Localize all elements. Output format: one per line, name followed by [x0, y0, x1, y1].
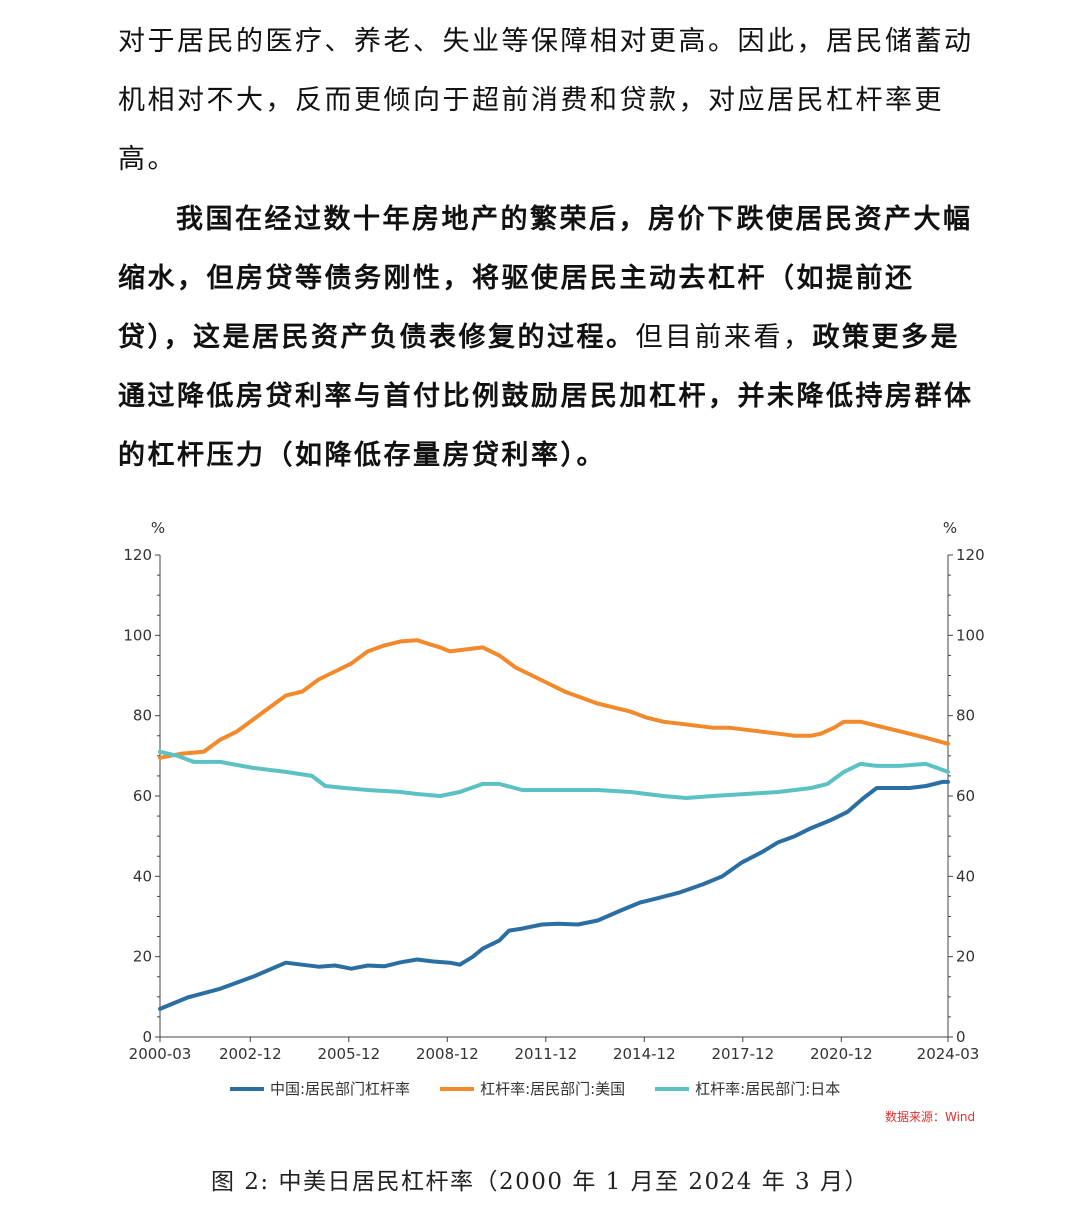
left-y-tick-label: 20 [133, 948, 152, 966]
right-y-tick-label: 40 [956, 867, 975, 885]
paragraph-2-normal-part: 但目前来看， [635, 322, 813, 353]
x-tick-label: 2024-03 [917, 1045, 980, 1063]
x-tick-label: 2011-12 [514, 1045, 577, 1063]
legend-label-china: 中国:居民部门杠杆率 [270, 1080, 411, 1098]
figure-caption: 图 2: 中美日居民杠杆率（2000 年 1 月至 2024 年 3 月） [210, 1169, 869, 1195]
right-y-tick-label: 120 [956, 546, 985, 564]
x-tick-label: 2014-12 [613, 1045, 676, 1063]
x-tick-label: 2002-12 [219, 1045, 282, 1063]
paragraph-2-bold-part-1: 我国在经过数十年房地产的繁荣后，房价下跌使居民资产大幅缩水，但房贷等债务刚性，将… [118, 204, 973, 353]
x-tick-label: 2005-12 [317, 1045, 380, 1063]
data-source-note: 数据来源：Wind [885, 1110, 976, 1124]
legend-item-japan: 杠杆率:居民部门:日本 [655, 1078, 840, 1099]
x-tick-label: 2008-12 [416, 1045, 479, 1063]
paragraph-2-bold-part-2: 政策更多是通过降低房贷利率与首付比例鼓励居民加杠杆，并未降低持房群体的杠杆压力（… [118, 322, 974, 471]
legend-swatch-japan [655, 1086, 690, 1091]
legend-swatch-china [230, 1086, 264, 1091]
legend-label-japan: 杠杆率:居民部门:日本 [695, 1080, 841, 1098]
leverage-line-chart: % % 0 0 20 20 40 40 60 60 80 80 100 100 120 120 2000-03 2… [123, 519, 985, 1063]
body-paragraph-1: 对于居民的医疗、养老、失业等保障相对更高。因此，居民储蓄动机相对不大，反而更倾向… [118, 26, 974, 175]
series-line-china [158, 779, 950, 1011]
left-y-tick-label: 40 [133, 867, 152, 885]
left-y-tick-label: 80 [133, 707, 152, 725]
legend-item-usa: 杠杆率:居民部门:美国 [440, 1078, 625, 1099]
chart-legend: 中国:居民部门杠杆率 杠杆率:居民部门:美国 杠杆率:居民部门:日本 [230, 1078, 840, 1099]
right-y-unit-label: % [943, 519, 957, 537]
left-y-tick-label: 100 [123, 626, 152, 644]
left-y-unit-label: % [151, 519, 165, 537]
body-paragraph-2: 我国在经过数十年房地产的繁荣后，房价下跌使居民资产大幅缩水，但房贷等债务刚性，将… [118, 190, 978, 485]
left-y-tick-label: 120 [123, 546, 152, 564]
right-y-tick-label: 60 [956, 787, 975, 805]
x-tick-label: 2000-03 [129, 1045, 192, 1063]
left-y-tick-label: 0 [142, 1028, 152, 1046]
left-y-tick-label: 60 [133, 787, 152, 805]
x-tick-label: 2017-12 [711, 1045, 774, 1063]
right-y-tick-label: 20 [956, 948, 975, 966]
x-tick-label: 2020-12 [810, 1045, 873, 1063]
series-line-usa [158, 638, 950, 760]
right-y-tick-label: 0 [956, 1028, 966, 1046]
legend-item-china: 中国:居民部门杠杆率 [230, 1078, 410, 1099]
legend-label-usa: 杠杆率:居民部门:美国 [480, 1080, 626, 1098]
series-line-japan [158, 749, 950, 800]
right-y-tick-label: 100 [956, 626, 985, 644]
right-y-tick-label: 80 [956, 707, 975, 725]
legend-swatch-usa [440, 1086, 475, 1091]
